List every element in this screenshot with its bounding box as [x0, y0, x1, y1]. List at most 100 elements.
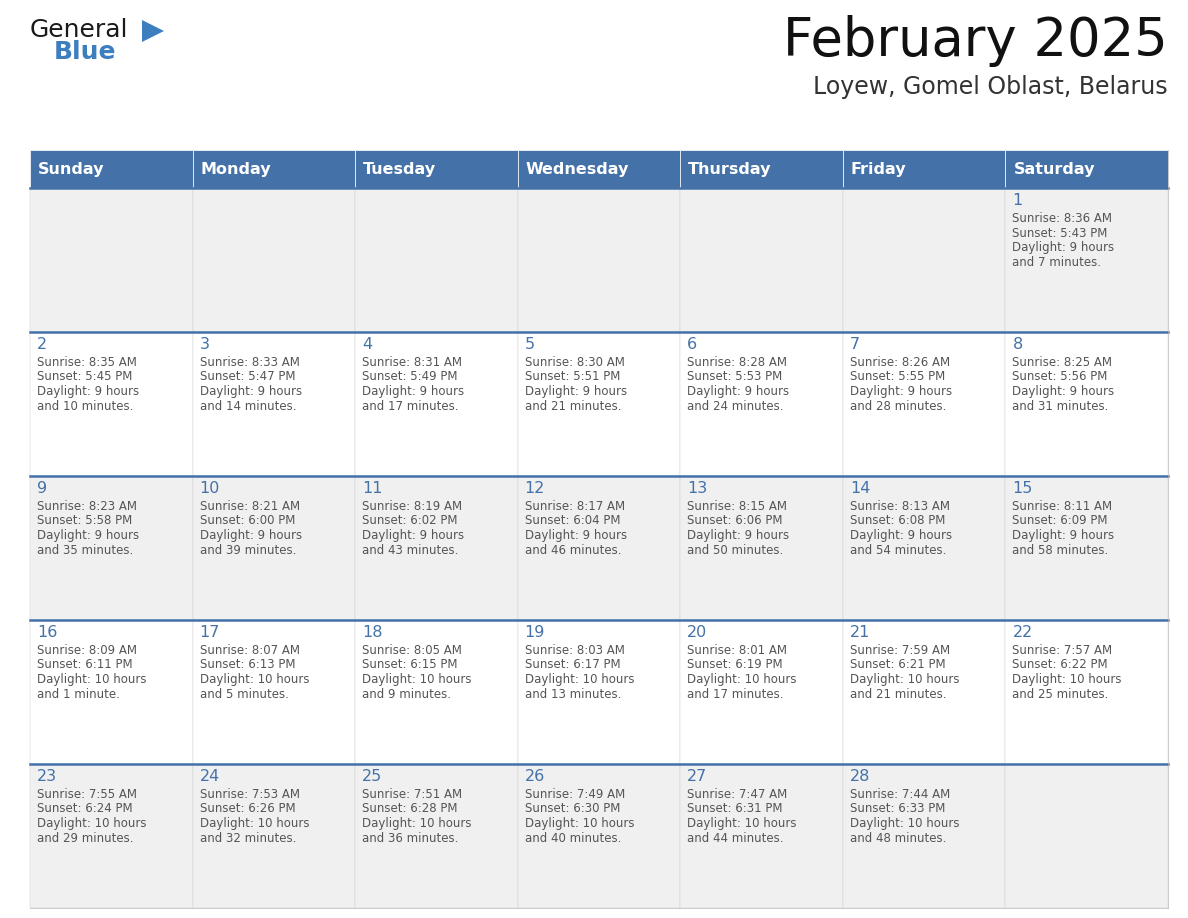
Bar: [355, 332, 518, 476]
Text: 15: 15: [1012, 481, 1032, 496]
Text: 14: 14: [849, 481, 871, 496]
Text: Sunset: 6:00 PM: Sunset: 6:00 PM: [200, 514, 295, 528]
Text: Thursday: Thursday: [688, 162, 772, 176]
Text: 10: 10: [200, 481, 220, 496]
Bar: [681, 476, 842, 620]
Text: and 14 minutes.: and 14 minutes.: [200, 399, 296, 412]
Bar: [518, 764, 681, 908]
Text: Daylight: 10 hours: Daylight: 10 hours: [1012, 673, 1121, 686]
Text: Daylight: 10 hours: Daylight: 10 hours: [525, 817, 634, 830]
Text: Wednesday: Wednesday: [526, 162, 630, 176]
Bar: [355, 188, 518, 332]
Text: Sunset: 5:47 PM: Sunset: 5:47 PM: [200, 371, 295, 384]
Text: Daylight: 9 hours: Daylight: 9 hours: [37, 529, 139, 542]
Text: 26: 26: [525, 769, 545, 784]
Text: Sunset: 6:04 PM: Sunset: 6:04 PM: [525, 514, 620, 528]
Text: and 31 minutes.: and 31 minutes.: [1012, 399, 1108, 412]
Text: Sunday: Sunday: [38, 162, 105, 176]
Text: Sunrise: 8:05 AM: Sunrise: 8:05 AM: [362, 644, 462, 657]
Text: Loyew, Gomel Oblast, Belarus: Loyew, Gomel Oblast, Belarus: [814, 75, 1168, 99]
Text: and 48 minutes.: and 48 minutes.: [849, 832, 946, 845]
Text: 3: 3: [200, 337, 209, 352]
Text: February 2025: February 2025: [783, 15, 1168, 67]
Text: Daylight: 9 hours: Daylight: 9 hours: [688, 529, 789, 542]
Text: Sunrise: 7:57 AM: Sunrise: 7:57 AM: [1012, 644, 1112, 657]
Text: Daylight: 9 hours: Daylight: 9 hours: [525, 385, 627, 398]
Text: Sunrise: 8:21 AM: Sunrise: 8:21 AM: [200, 500, 299, 513]
Text: Daylight: 9 hours: Daylight: 9 hours: [525, 529, 627, 542]
Text: Daylight: 10 hours: Daylight: 10 hours: [849, 817, 960, 830]
Text: Sunrise: 8:15 AM: Sunrise: 8:15 AM: [688, 500, 788, 513]
Text: Tuesday: Tuesday: [364, 162, 436, 176]
Text: and 44 minutes.: and 44 minutes.: [688, 832, 784, 845]
Text: and 9 minutes.: and 9 minutes.: [362, 688, 451, 700]
Text: and 58 minutes.: and 58 minutes.: [1012, 543, 1108, 556]
Bar: [355, 476, 518, 620]
Text: Daylight: 10 hours: Daylight: 10 hours: [37, 673, 146, 686]
Text: Sunrise: 8:26 AM: Sunrise: 8:26 AM: [849, 356, 950, 369]
Text: Friday: Friday: [851, 162, 906, 176]
Text: 25: 25: [362, 769, 383, 784]
Text: Sunset: 6:28 PM: Sunset: 6:28 PM: [362, 802, 457, 815]
Text: Sunset: 6:09 PM: Sunset: 6:09 PM: [1012, 514, 1108, 528]
Text: Daylight: 10 hours: Daylight: 10 hours: [525, 673, 634, 686]
Text: Sunset: 6:21 PM: Sunset: 6:21 PM: [849, 658, 946, 671]
Bar: [518, 476, 681, 620]
Text: Daylight: 9 hours: Daylight: 9 hours: [688, 385, 789, 398]
Text: and 21 minutes.: and 21 minutes.: [525, 399, 621, 412]
Bar: [1005, 332, 1168, 476]
Bar: [518, 620, 681, 764]
Bar: [1005, 764, 1168, 908]
Bar: [518, 188, 681, 332]
Text: and 28 minutes.: and 28 minutes.: [849, 399, 946, 412]
Bar: [842, 150, 1005, 188]
Text: and 39 minutes.: and 39 minutes.: [200, 543, 296, 556]
Text: Sunset: 6:30 PM: Sunset: 6:30 PM: [525, 802, 620, 815]
Text: Sunset: 6:02 PM: Sunset: 6:02 PM: [362, 514, 457, 528]
Bar: [192, 332, 355, 476]
Text: 4: 4: [362, 337, 372, 352]
Text: and 7 minutes.: and 7 minutes.: [1012, 255, 1101, 268]
Text: 27: 27: [688, 769, 708, 784]
Text: 22: 22: [1012, 625, 1032, 640]
Text: Sunset: 6:08 PM: Sunset: 6:08 PM: [849, 514, 946, 528]
Text: 21: 21: [849, 625, 871, 640]
Text: and 5 minutes.: and 5 minutes.: [200, 688, 289, 700]
Bar: [1005, 476, 1168, 620]
Text: Sunrise: 8:33 AM: Sunrise: 8:33 AM: [200, 356, 299, 369]
Bar: [192, 764, 355, 908]
Text: Sunrise: 7:51 AM: Sunrise: 7:51 AM: [362, 788, 462, 801]
Text: 13: 13: [688, 481, 708, 496]
Text: Sunset: 5:56 PM: Sunset: 5:56 PM: [1012, 371, 1107, 384]
Text: Sunset: 6:26 PM: Sunset: 6:26 PM: [200, 802, 295, 815]
Text: and 25 minutes.: and 25 minutes.: [1012, 688, 1108, 700]
Text: and 35 minutes.: and 35 minutes.: [37, 543, 133, 556]
Bar: [30, 332, 192, 476]
Bar: [30, 188, 192, 332]
Text: 28: 28: [849, 769, 871, 784]
Bar: [1005, 150, 1168, 188]
Text: Sunrise: 7:44 AM: Sunrise: 7:44 AM: [849, 788, 950, 801]
Text: Daylight: 10 hours: Daylight: 10 hours: [849, 673, 960, 686]
Text: 2: 2: [37, 337, 48, 352]
Text: Daylight: 9 hours: Daylight: 9 hours: [200, 529, 302, 542]
Text: and 17 minutes.: and 17 minutes.: [362, 399, 459, 412]
Text: Daylight: 10 hours: Daylight: 10 hours: [200, 817, 309, 830]
Text: Daylight: 9 hours: Daylight: 9 hours: [849, 529, 952, 542]
Text: Sunrise: 8:09 AM: Sunrise: 8:09 AM: [37, 644, 137, 657]
Text: Daylight: 9 hours: Daylight: 9 hours: [849, 385, 952, 398]
Text: 12: 12: [525, 481, 545, 496]
Bar: [192, 150, 355, 188]
Text: Sunrise: 8:30 AM: Sunrise: 8:30 AM: [525, 356, 625, 369]
Text: and 24 minutes.: and 24 minutes.: [688, 399, 784, 412]
Bar: [30, 150, 192, 188]
Text: Sunrise: 8:35 AM: Sunrise: 8:35 AM: [37, 356, 137, 369]
Text: Sunset: 5:58 PM: Sunset: 5:58 PM: [37, 514, 132, 528]
Text: Sunset: 6:06 PM: Sunset: 6:06 PM: [688, 514, 783, 528]
Text: Sunset: 5:49 PM: Sunset: 5:49 PM: [362, 371, 457, 384]
Text: Sunrise: 8:17 AM: Sunrise: 8:17 AM: [525, 500, 625, 513]
Text: 19: 19: [525, 625, 545, 640]
Bar: [1005, 620, 1168, 764]
Text: Sunrise: 8:19 AM: Sunrise: 8:19 AM: [362, 500, 462, 513]
Text: and 46 minutes.: and 46 minutes.: [525, 543, 621, 556]
